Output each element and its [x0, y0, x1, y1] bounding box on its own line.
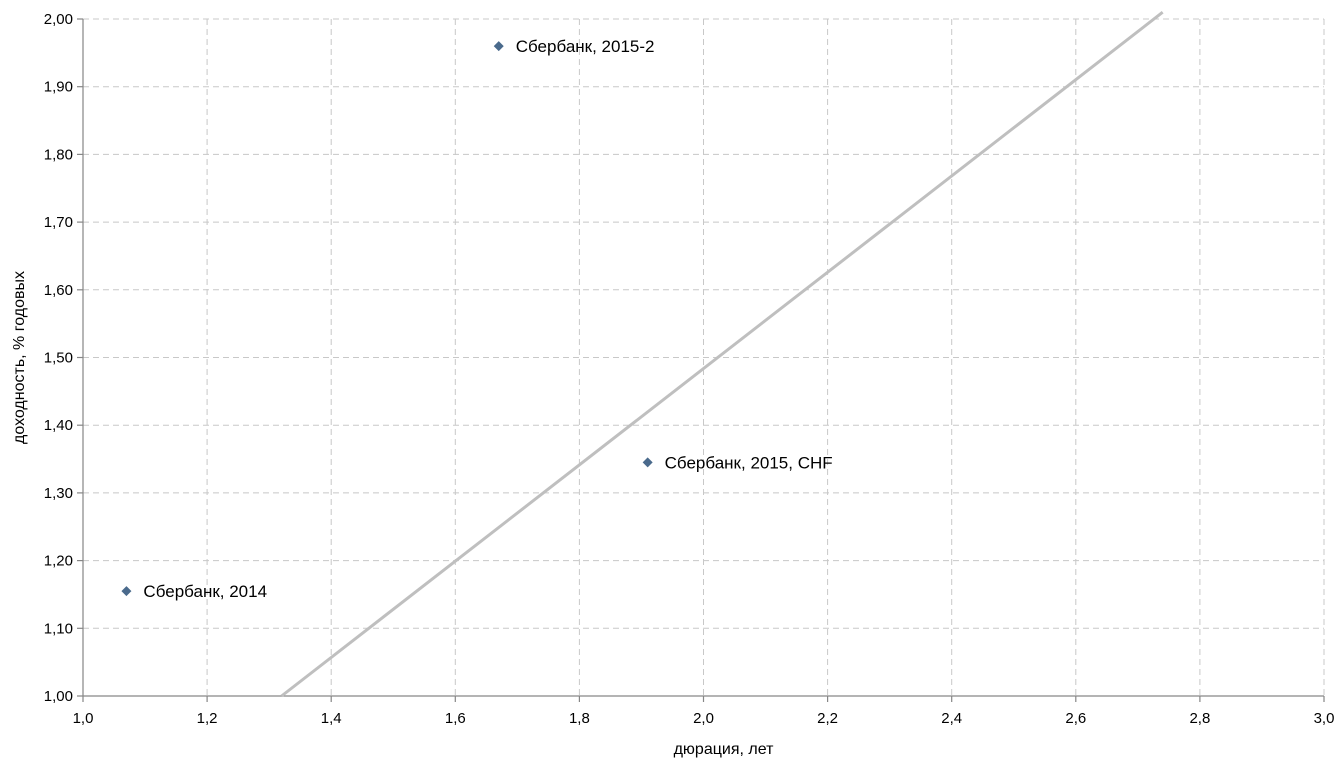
data-point-label: Сбербанк, 2015, CHF — [665, 453, 833, 472]
y-tick-label: 1,90 — [44, 79, 73, 96]
x-tick-label: 1,6 — [445, 710, 466, 727]
y-tick-label: 1,10 — [44, 620, 73, 637]
y-tick-label: 1,00 — [44, 688, 73, 705]
x-tick-label: 1,2 — [197, 710, 218, 727]
x-axis-title: дюрация, лет — [674, 741, 774, 758]
y-tick-label: 1,30 — [44, 485, 73, 502]
grid-lines — [83, 18, 1325, 696]
data-point-label: Сбербанк, 2014 — [143, 582, 267, 601]
x-tick-label: 2,2 — [817, 710, 838, 727]
tick-labels: 1,0 1,2 1,4 1,6 1,8 2,0 2,2 2,4 2,6 2,8 3,0 1,00 1,1… — [44, 11, 1335, 727]
x-tick-label: 1,4 — [321, 710, 342, 727]
y-tick-label: 1,40 — [44, 417, 73, 434]
axes — [77, 18, 1325, 702]
x-tick-label: 2,4 — [941, 710, 962, 727]
x-tick-label: 1,0 — [73, 710, 94, 727]
trendline-layer — [280, 11, 1164, 698]
y-tick-label: 1,70 — [44, 214, 73, 231]
data-points: Сбербанк, 2014 Сбербанк, 2015-2 Сбербанк, … — [121, 37, 833, 601]
data-point-label: Сбербанк, 2015-2 — [516, 37, 655, 56]
x-tick-label: 2,0 — [693, 710, 714, 727]
y-tick-label: 1,60 — [44, 282, 73, 299]
data-point-marker — [642, 457, 653, 468]
y-tick-label: 1,80 — [44, 146, 73, 163]
x-tick-label: 3,0 — [1314, 710, 1335, 727]
y-tick-label: 1,50 — [44, 350, 73, 367]
y-tick-label: 2,00 — [44, 11, 73, 28]
y-axis-title: доходность, % годовых — [11, 271, 28, 444]
y-tick-label: 1,20 — [44, 553, 73, 570]
x-tick-label: 1,8 — [569, 710, 590, 727]
x-tick-label: 2,6 — [1065, 710, 1086, 727]
trendline — [280, 11, 1164, 698]
data-point-marker — [121, 586, 132, 597]
data-point-marker — [493, 41, 504, 52]
x-tick-label: 2,8 — [1189, 710, 1210, 727]
